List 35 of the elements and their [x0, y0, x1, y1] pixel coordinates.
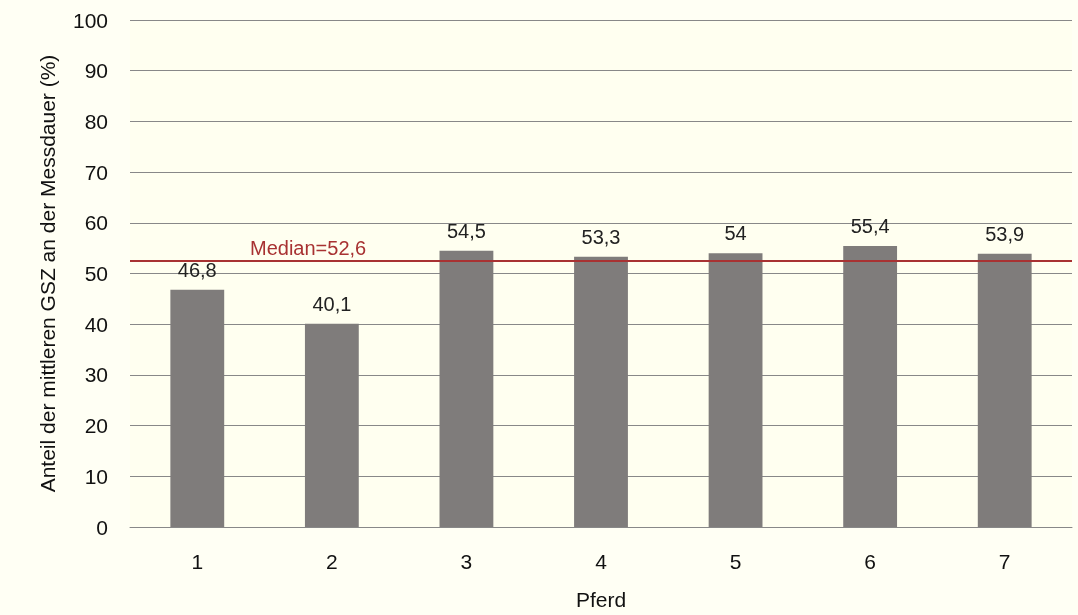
y-tick-label: 10	[84, 464, 108, 488]
bar	[977, 253, 1032, 527]
y-tick-label: 0	[96, 515, 108, 539]
data-label: 40,1	[312, 292, 352, 315]
bar	[304, 323, 359, 527]
y-axis-title: Anteil der mittleren GSZ an der Messdauer (%)	[35, 54, 59, 493]
data-label: 46,8	[177, 258, 217, 281]
bar	[574, 256, 628, 527]
y-tick-label: 80	[84, 109, 108, 133]
data-label: 55,4	[850, 215, 890, 238]
y-tick-label: 100	[72, 8, 108, 32]
x-tick-label: 4	[595, 550, 608, 573]
data-label: 53,9	[985, 222, 1025, 245]
x-tick-label: 3	[460, 550, 473, 573]
data-label: 53,3	[581, 225, 621, 248]
y-tick-label: 50	[84, 262, 108, 285]
y-tick-label: 70	[84, 160, 108, 184]
x-tick-label: 2	[326, 550, 338, 573]
ref-line-label: Median=52,6	[250, 237, 367, 260]
bar	[708, 253, 763, 527]
data-label: 54,5	[446, 219, 486, 242]
y-tick-label: 60	[84, 211, 108, 235]
x-tick-label: 1	[191, 550, 204, 573]
x-tick-label: 5	[729, 550, 742, 573]
x-axis-title: Pferd	[575, 588, 627, 611]
data-label: 54	[724, 222, 747, 245]
x-tick-label: 6	[864, 550, 876, 573]
bar	[170, 289, 225, 527]
y-tick-label: 30	[84, 363, 108, 387]
y-tick-label: 20	[84, 414, 108, 438]
bar	[843, 246, 898, 527]
bar	[439, 250, 494, 527]
y-tick-label: 40	[84, 312, 108, 336]
y-tick-label: 90	[84, 59, 108, 83]
x-tick-label: 7	[998, 550, 1011, 573]
